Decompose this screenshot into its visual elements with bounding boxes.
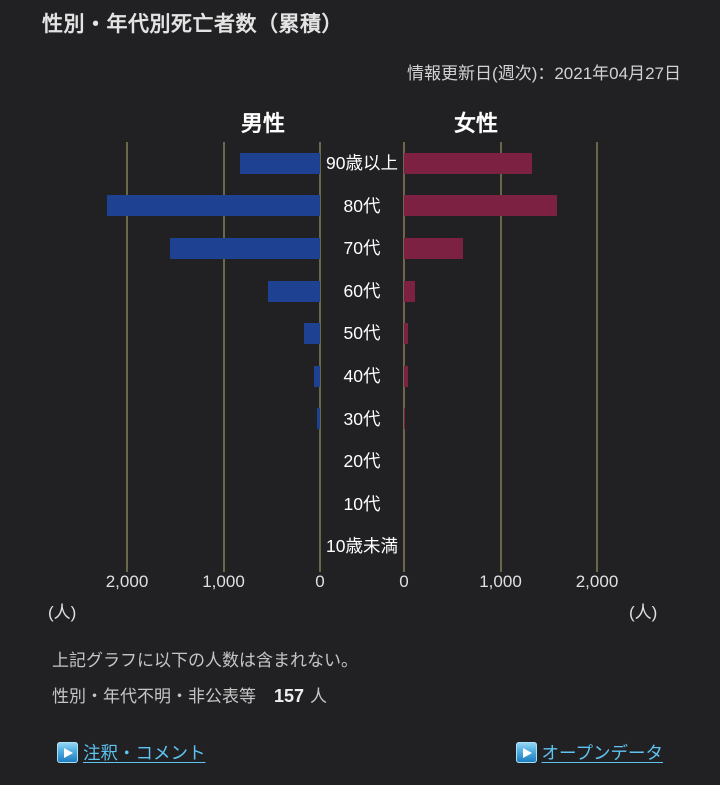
chart-row: 20代: [0, 440, 720, 483]
gender-age-deaths-chart: 男性 女性 90歳以上 80代 70代 60代 50代 40代 30代 20代 10代 10歳未満…: [0, 100, 720, 630]
gridline-male-1000: [222, 142, 225, 572]
chart-row: 10歳未満: [0, 525, 720, 568]
footnote-unknown-row: 性別・年代不明・非公表等 157 人: [52, 682, 327, 707]
age-category-label: 20代: [343, 451, 381, 472]
bar-female-60代[interactable]: [404, 280, 416, 302]
age-category-label: 90歳以上: [326, 153, 398, 173]
age-category-label: 80代: [343, 195, 381, 216]
bar-female-40代[interactable]: [404, 365, 409, 387]
bar-female-30代[interactable]: [404, 408, 406, 430]
gridline-male-2000: [126, 142, 128, 572]
bar-male-90歳以上[interactable]: [239, 152, 320, 174]
bar-female-50代[interactable]: [404, 323, 409, 345]
gridline-female-0: [403, 142, 405, 572]
age-category-label: 30代: [343, 408, 381, 429]
chart-row: 70代: [0, 227, 720, 270]
play-icon: [515, 742, 537, 763]
footnote-unknown-label: 性別・年代不明・非公表等: [52, 687, 256, 706]
footnote-unknown-value: 157: [274, 686, 305, 706]
tick-label-female-2000: 2,000: [575, 572, 619, 591]
footer-links: 注釈・コメント オープンデータ: [57, 740, 663, 765]
chart-row: 80代: [0, 185, 720, 228]
page-title: 性別・年代別死亡者数（累積）: [42, 13, 343, 36]
footnote-exclusion-text: 上記グラフに以下の人数は含まれない。: [52, 651, 358, 670]
x-axis: 0 0 1,000 1,000 2,000 2,000: [0, 572, 720, 596]
unit-label-right: (人): [629, 603, 658, 622]
bar-female-70代[interactable]: [404, 237, 464, 259]
age-category-label: 50代: [343, 323, 381, 344]
age-category-label: 40代: [343, 366, 381, 386]
chart-row: 30代: [0, 398, 720, 441]
plot-area: 90歳以上 80代 70代 60代 50代 40代 30代 20代 10代 10歳未満: [0, 142, 720, 572]
tick-label-female-1000: 1,000: [479, 572, 522, 591]
bar-female-80代[interactable]: [404, 195, 558, 217]
update-date: 情報更新日(週次)：2021年04月27日: [407, 64, 681, 83]
open-data-label: オープンデータ: [541, 743, 663, 763]
annotation-comment-label: 注釈・コメント: [83, 743, 206, 763]
chart-row: 10代: [0, 483, 720, 526]
tick-label-male-2000: 2,000: [105, 572, 149, 591]
age-category-label: 70代: [343, 238, 381, 259]
series-label-male: 男性: [240, 111, 286, 136]
chart-row: 90歳以上: [0, 142, 720, 185]
tick-label-male-0: 0: [315, 572, 325, 591]
bar-male-30代[interactable]: [317, 408, 320, 430]
annotation-comment-link[interactable]: 注釈・コメント: [57, 740, 206, 765]
tick-label-female-0: 0: [399, 572, 409, 591]
bar-male-80代[interactable]: [106, 195, 320, 217]
footnote-unknown-unit: 人: [310, 687, 328, 706]
bar-male-60代[interactable]: [267, 280, 320, 302]
gridline-female-1000: [499, 142, 502, 572]
play-icon: [57, 742, 78, 763]
open-data-link[interactable]: オープンデータ: [515, 740, 663, 765]
tick-label-male-1000: 1,000: [202, 572, 245, 591]
age-category-label: 10代: [343, 493, 381, 514]
age-category-label: 60代: [343, 280, 381, 301]
bar-male-50代[interactable]: [304, 323, 320, 345]
gridline-female-2000: [596, 142, 598, 572]
bar-female-90歳以上[interactable]: [404, 152, 533, 174]
chart-row: 40代: [0, 355, 720, 398]
chart-row: 60代: [0, 270, 720, 313]
series-label-female: 女性: [453, 111, 499, 136]
bar-male-70代[interactable]: [170, 237, 320, 259]
bar-male-40代[interactable]: [314, 365, 320, 387]
gridline-male-0: [319, 142, 321, 572]
age-category-label: 10歳未満: [326, 536, 398, 557]
chart-row: 50代: [0, 312, 720, 355]
unit-label-left: (人): [48, 603, 77, 622]
